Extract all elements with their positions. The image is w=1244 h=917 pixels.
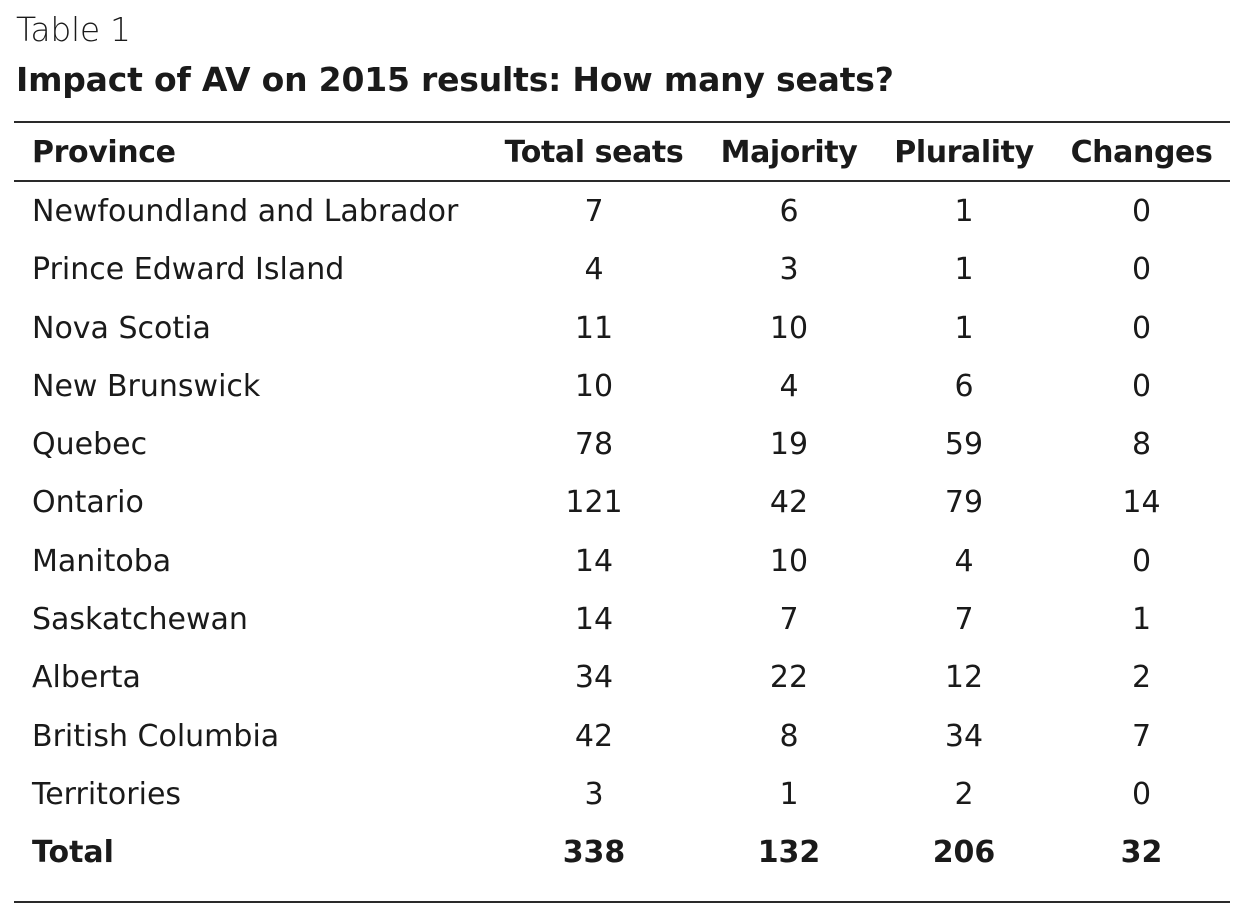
table-row: Prince Edward Island 4 3 1 0 bbox=[14, 241, 1230, 299]
cell-province: Manitoba bbox=[32, 543, 172, 579]
table-row: Saskatchewan 14 7 7 1 bbox=[14, 591, 1230, 649]
table-header-row: Province Total seats Majority Plurality … bbox=[14, 125, 1230, 179]
cell-plurality: 2 bbox=[954, 776, 974, 812]
table-body: Newfoundland and Labrador 7 6 1 0 Prince… bbox=[14, 183, 1230, 883]
table-title: Impact of AV on 2015 results: How many s… bbox=[16, 60, 894, 99]
cell-province: Prince Edward Island bbox=[32, 252, 345, 288]
cell-changes: 8 bbox=[1131, 427, 1152, 463]
cell-province: New Brunswick bbox=[32, 368, 261, 404]
cell-province: Nova Scotia bbox=[32, 310, 211, 346]
table-row: Newfoundland and Labrador 7 6 1 0 bbox=[14, 183, 1230, 241]
header-rule bbox=[14, 180, 1230, 182]
table-row: Alberta 34 22 12 2 bbox=[14, 649, 1230, 707]
cell-majority: 6 bbox=[779, 194, 799, 229]
cell-total-seats: 34 bbox=[574, 660, 614, 696]
cell-total-seats: 121 bbox=[565, 485, 623, 521]
cell-majority: 7 bbox=[779, 602, 799, 638]
table-row: Manitoba 14 10 4 0 bbox=[14, 533, 1230, 591]
cell-province: Territories bbox=[32, 776, 182, 812]
cell-majority: 10 bbox=[769, 543, 809, 579]
cell-plurality: 1 bbox=[954, 252, 974, 288]
cell-changes: 0 bbox=[1131, 194, 1152, 229]
cell-changes-sum: 32 bbox=[1120, 835, 1163, 871]
cell-changes: 0 bbox=[1131, 543, 1152, 579]
cell-changes: 14 bbox=[1122, 485, 1161, 521]
cell-total-seats: 10 bbox=[574, 368, 614, 404]
table-row: New Brunswick 10 4 6 0 bbox=[14, 358, 1230, 416]
cell-majority: 42 bbox=[769, 485, 809, 521]
cell-province: British Columbia bbox=[32, 718, 280, 754]
cell-plurality: 34 bbox=[944, 718, 984, 754]
cell-changes: 0 bbox=[1131, 776, 1152, 812]
cell-total-seats: 3 bbox=[584, 776, 604, 812]
cell-plurality-sum: 206 bbox=[932, 835, 996, 871]
table-row: Nova Scotia 11 10 1 0 bbox=[14, 300, 1230, 358]
cell-plurality: 1 bbox=[954, 310, 974, 346]
cell-total-label: Total bbox=[32, 835, 114, 871]
table-row: Territories 3 1 2 0 bbox=[14, 766, 1230, 824]
cell-total-seats: 4 bbox=[584, 252, 604, 288]
cell-total-seats: 11 bbox=[574, 310, 614, 346]
bottom-rule bbox=[14, 901, 1230, 903]
cell-total-seats-sum: 338 bbox=[562, 835, 626, 871]
cell-majority: 10 bbox=[769, 310, 809, 346]
cell-plurality: 7 bbox=[954, 602, 974, 638]
cell-total-seats: 78 bbox=[574, 427, 614, 463]
cell-changes: 0 bbox=[1131, 368, 1152, 404]
cell-majority: 1 bbox=[779, 776, 799, 812]
header-changes: Changes bbox=[1070, 135, 1213, 170]
cell-province: Alberta bbox=[32, 660, 141, 696]
header-plurality: Plurality bbox=[894, 135, 1034, 170]
cell-total-seats: 14 bbox=[574, 543, 614, 579]
cell-total-seats: 42 bbox=[574, 718, 614, 754]
cell-changes: 0 bbox=[1131, 310, 1152, 346]
header-majority: Majority bbox=[720, 135, 858, 170]
cell-province: Saskatchewan bbox=[32, 602, 248, 638]
cell-changes: 2 bbox=[1131, 660, 1152, 696]
top-rule bbox=[14, 121, 1230, 123]
table-number-label: Table 1 bbox=[16, 10, 131, 49]
cell-total-seats: 14 bbox=[574, 602, 614, 638]
cell-changes: 0 bbox=[1131, 252, 1152, 288]
cell-total-seats: 7 bbox=[584, 194, 604, 229]
cell-plurality: 6 bbox=[954, 368, 974, 404]
cell-majority: 3 bbox=[779, 252, 799, 288]
cell-plurality: 12 bbox=[944, 660, 984, 696]
cell-province: Ontario bbox=[32, 485, 144, 521]
cell-province: Quebec bbox=[32, 427, 148, 463]
cell-majority: 19 bbox=[769, 427, 809, 463]
cell-province: Newfoundland and Labrador bbox=[32, 194, 459, 229]
cell-changes: 1 bbox=[1131, 602, 1152, 638]
cell-majority: 4 bbox=[779, 368, 799, 404]
cell-changes: 7 bbox=[1131, 718, 1152, 754]
cell-plurality: 79 bbox=[944, 485, 984, 521]
table-total-row: Total 338 132 206 32 bbox=[14, 824, 1230, 882]
cell-majority: 8 bbox=[779, 718, 799, 754]
cell-plurality: 4 bbox=[954, 543, 974, 579]
table-row: Ontario 121 42 79 14 bbox=[14, 474, 1230, 532]
table-row: British Columbia 42 8 34 7 bbox=[14, 708, 1230, 766]
cell-plurality: 1 bbox=[954, 194, 974, 229]
cell-majority-sum: 132 bbox=[757, 835, 821, 871]
header-province: Province bbox=[32, 135, 176, 170]
cell-majority: 22 bbox=[769, 660, 809, 696]
header-total-seats: Total seats bbox=[504, 135, 684, 170]
cell-plurality: 59 bbox=[944, 427, 984, 463]
table-row: Quebec 78 19 59 8 bbox=[14, 416, 1230, 474]
